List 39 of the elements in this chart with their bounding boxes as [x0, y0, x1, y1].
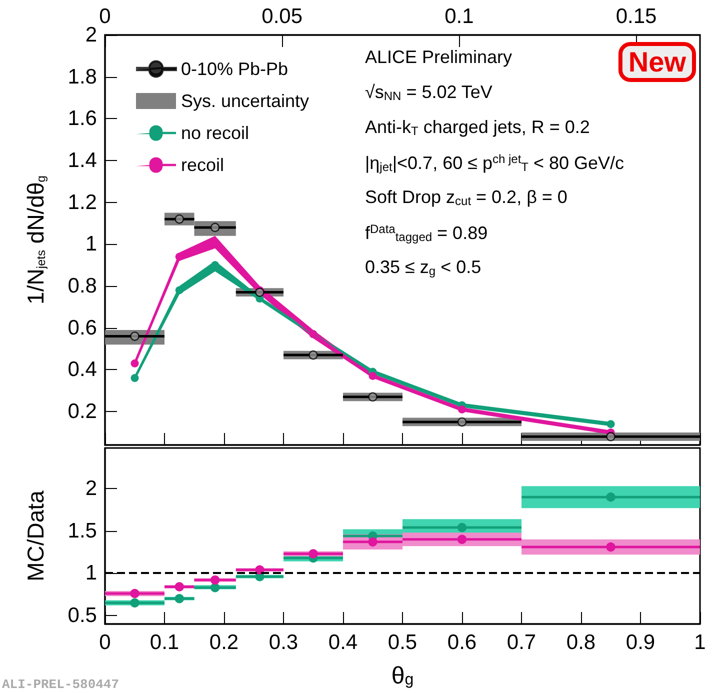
y-tick-label: 1.8 [68, 65, 97, 88]
legend-label: recoil [181, 155, 224, 175]
y-tick-label: 2 [85, 24, 97, 46]
legend-label: 0-10% Pb-Pb [181, 59, 288, 79]
y-tick-label: 1.4 [68, 149, 98, 172]
x-tick-label: 0.5 [388, 631, 418, 654]
x-tick-label: 0.2 [209, 631, 239, 654]
y-tick-label: 1 [85, 232, 97, 256]
legend-label: Sys. uncertainty [181, 91, 310, 111]
y-tick-label: 1 [85, 562, 97, 585]
y-tick-label: 2 [85, 477, 97, 500]
x-tick-label: 0.1 [150, 631, 180, 654]
x-axis-title: θg [391, 662, 414, 690]
y-tick-label: 0.4 [68, 358, 98, 382]
text: ALI-PREL-580447 [2, 677, 120, 692]
y-tick-label: 0.5 [68, 604, 97, 628]
x2-tick-label: 0.1 [444, 5, 474, 28]
x-tick-label: 0.4 [328, 631, 358, 654]
y-tick-label: 0.6 [68, 316, 97, 340]
y-tick-label: 0.8 [68, 274, 97, 298]
y-tick-label: 1.2 [68, 190, 97, 214]
y-tick-label: 0.2 [68, 400, 97, 424]
legend-label: no recoil [181, 123, 250, 143]
x2-tick-label: 0.15 [616, 5, 657, 28]
y-axis-title: 1/Njets dN/dθg [22, 176, 48, 304]
annotation: ALICE Preliminary [365, 47, 512, 67]
y-tick-label: 1.5 [68, 519, 97, 542]
x-tick-label: 1 [694, 631, 706, 654]
x-tick-label: 0.3 [268, 631, 298, 654]
x-tick-label: 0 [99, 631, 111, 654]
annotation: New [628, 46, 686, 78]
x-tick-label: 0.7 [506, 631, 536, 654]
x2-tick-label: 0 [99, 5, 111, 28]
x-tick-label: 0.6 [447, 631, 477, 654]
y-axis-title: MC/Data [22, 490, 48, 582]
x2-tick-label: 0.05 [262, 5, 303, 28]
y-tick-label: 1.6 [68, 107, 97, 130]
x-tick-label: 0.9 [626, 631, 656, 654]
x-tick-label: 0.8 [566, 631, 596, 654]
